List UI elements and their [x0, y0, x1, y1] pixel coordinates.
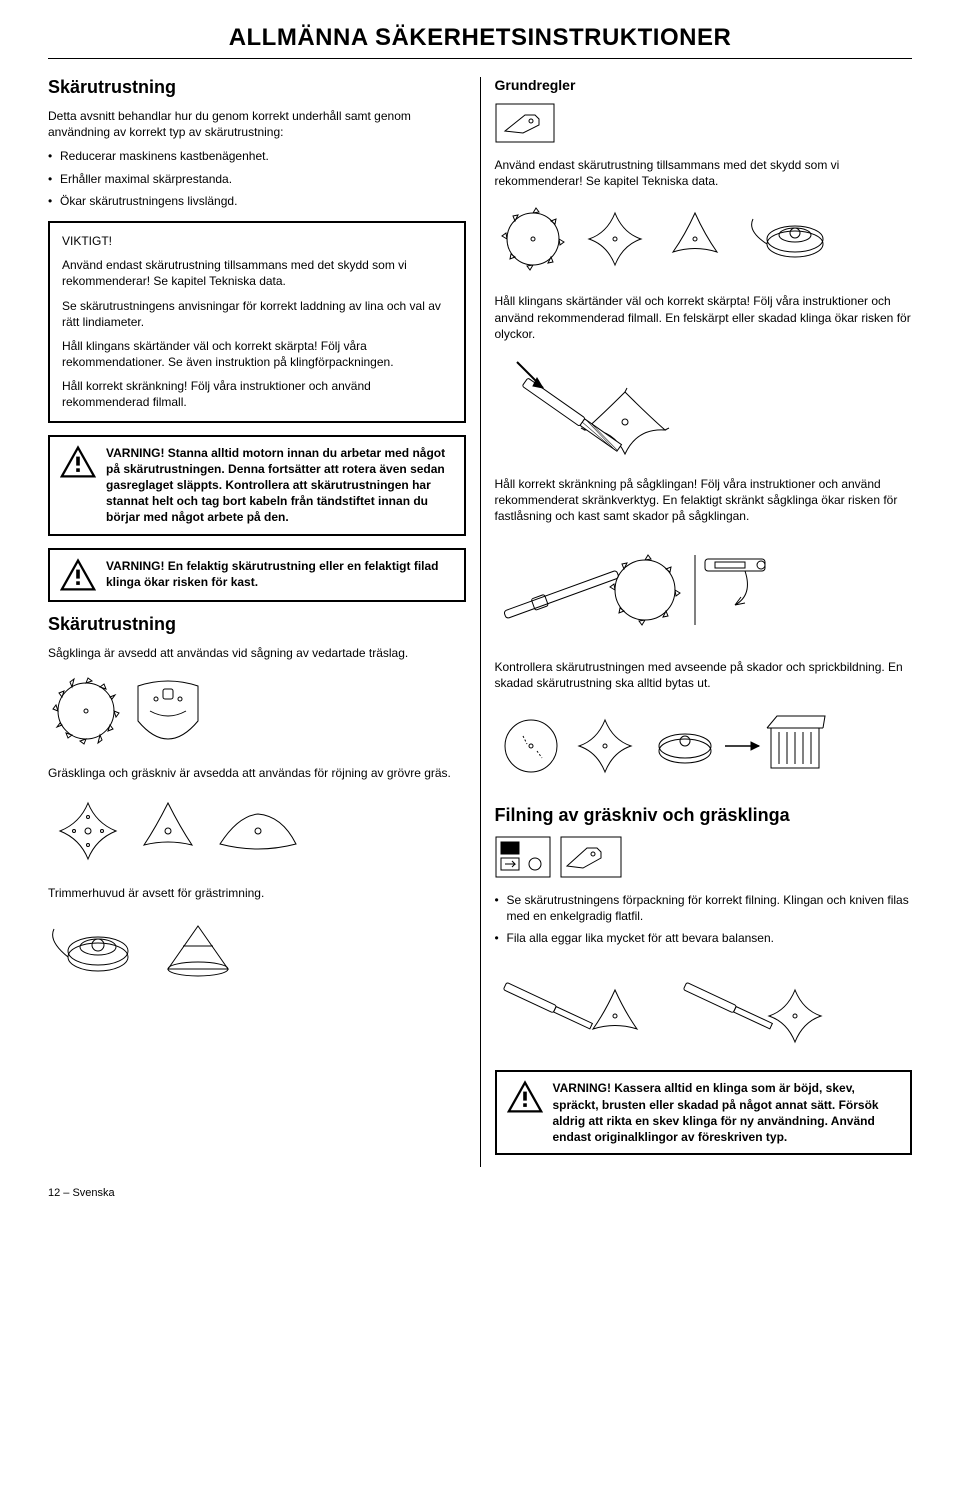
page-title: ALLMÄNNA SÄKERHETSINSTRUKTIONER — [48, 24, 912, 59]
grassblade-illustration — [48, 791, 466, 871]
heading-grundregler: Grundregler — [495, 77, 913, 93]
warning-triangle-icon — [507, 1080, 543, 1114]
filing-bullets: Se skärutrustningens förpackning för kor… — [495, 892, 913, 947]
trimmer-illustration — [48, 911, 466, 991]
important-box: VIKTIGT! Använd endast skärutrustning ti… — [48, 221, 466, 423]
warning-triangle-icon — [60, 445, 96, 479]
page-footer: 12 – Svenska — [48, 1187, 912, 1199]
warning-text-2: VARNING! En felaktig skärutrustning elle… — [106, 558, 454, 590]
sagklinga-text: Sågklinga är avsedd att användas vid såg… — [48, 645, 466, 661]
important-p3: Håll klingans skärtänder väl och korrekt… — [62, 338, 452, 370]
file-two-blades-illustration — [495, 956, 913, 1056]
inspect-illustration — [495, 701, 913, 791]
bullet-item: Se skärutrustningens förpackning för kor… — [495, 892, 913, 924]
bullet-item: Reducerar maskinens kastbenägenhet. — [48, 148, 466, 164]
blades-row-illustration — [495, 199, 913, 279]
important-p4: Håll korrekt skränkning! Följ våra instr… — [62, 378, 452, 410]
two-column-layout: Skärutrustning Detta avsnitt behandlar h… — [48, 77, 912, 1167]
warning-box-2: VARNING! En felaktig skärutrustning elle… — [48, 548, 466, 602]
trimmer-text: Trimmerhuvud är avsett för grästrimning. — [48, 885, 466, 901]
grasklinga-text: Gräsklinga och gräskniv är avsedda att a… — [48, 765, 466, 781]
warning-triangle-icon — [60, 558, 96, 592]
sawblade-illustration — [48, 671, 466, 751]
important-title: VIKTIGT! — [62, 233, 452, 249]
bullet-item: Ökar skärutrustningens livslängd. — [48, 193, 466, 209]
skrank-illustration — [495, 535, 913, 645]
file-blade-illustration — [495, 352, 913, 462]
hall-text: Håll klingans skärtänder väl och korrekt… — [495, 293, 913, 342]
left-column: Skärutrustning Detta avsnitt behandlar h… — [48, 77, 481, 1167]
right-column: Grundregler Använd endast skärutrustning… — [481, 77, 913, 1167]
warning-box-1: VARNING! Stanna alltid motorn innan du a… — [48, 435, 466, 536]
filing-icons — [495, 836, 913, 878]
intro-text: Detta avsnitt behandlar hur du genom kor… — [48, 108, 466, 140]
important-p1: Använd endast skärutrustning tillsammans… — [62, 257, 452, 289]
warning-text-3: VARNING! Kassera alltid en klinga som är… — [553, 1080, 901, 1145]
bullet-item: Erhåller maximal skärprestanda. — [48, 171, 466, 187]
heading-filning: Filning av gräskniv och gräsklinga — [495, 805, 913, 826]
bullet-item: Fila alla eggar lika mycket för att beva… — [495, 930, 913, 946]
grund-text: Använd endast skärutrustning tillsammans… — [495, 157, 913, 189]
warning-text-1: VARNING! Stanna alltid motorn innan du a… — [106, 445, 454, 526]
kontroll-text: Kontrollera skärutrustningen med avseend… — [495, 659, 913, 691]
warning-box-3: VARNING! Kassera alltid en klinga som är… — [495, 1070, 913, 1155]
important-p2: Se skärutrustningens anvisningar för kor… — [62, 298, 452, 330]
skrank-text: Håll korrekt skränkning på sågklingan! F… — [495, 476, 913, 525]
heading-skarutrustning-2: Skärutrustning — [48, 614, 466, 635]
intro-bullets: Reducerar maskinens kastbenägenhet. Erhå… — [48, 148, 466, 209]
tool-small-illustration — [495, 103, 913, 143]
heading-skarutrustning: Skärutrustning — [48, 77, 466, 98]
